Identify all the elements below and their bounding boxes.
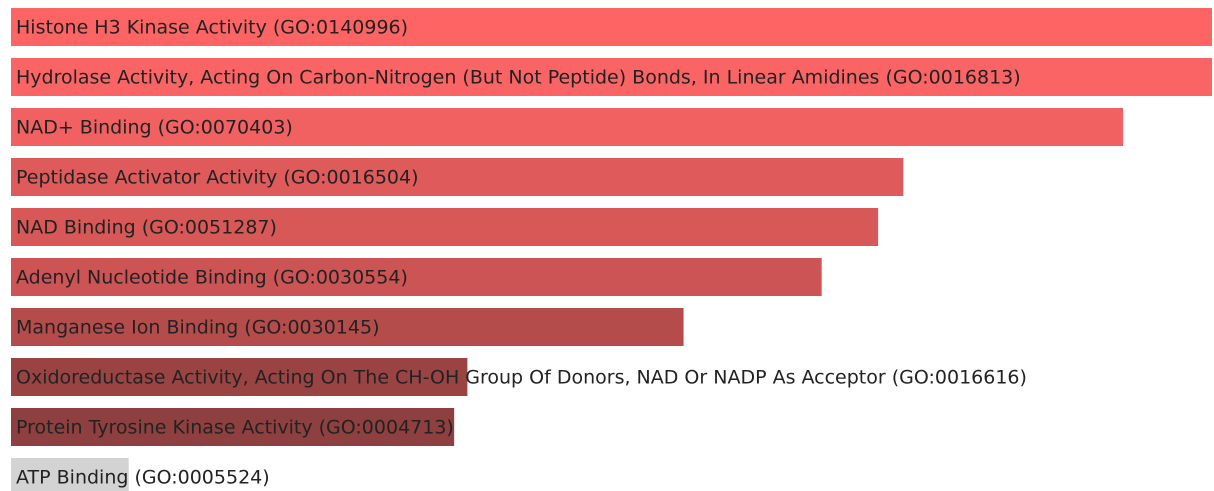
bar [11,158,904,196]
bar-label: Adenyl Nucleotide Binding (GO:0030554) [16,267,408,289]
bar-label: Protein Tyrosine Kinase Activity (GO:000… [16,417,454,439]
bar [11,8,1212,46]
bar [11,108,1124,146]
bar [11,58,1212,96]
bar [11,258,822,296]
bar-label: Oxidoreductase Activity, Acting On The C… [16,367,1027,389]
bar-label: Histone H3 Kinase Activity (GO:0140996) [16,17,408,39]
bar-label: Hydrolase Activity, Acting On Carbon-Nit… [16,67,1021,89]
bar-label: Manganese Ion Binding (GO:0030145) [16,317,379,339]
bar [11,358,468,396]
bar [11,208,879,246]
bar-label: NAD Binding (GO:0051287) [16,217,277,239]
bar [11,458,129,491]
bar-label: ATP Binding (GO:0005524) [16,467,270,489]
bar-label: Peptidase Activator Activity (GO:0016504… [16,167,419,189]
bar [11,308,684,346]
bar-label: NAD+ Binding (GO:0070403) [16,117,293,139]
bar [11,408,455,446]
